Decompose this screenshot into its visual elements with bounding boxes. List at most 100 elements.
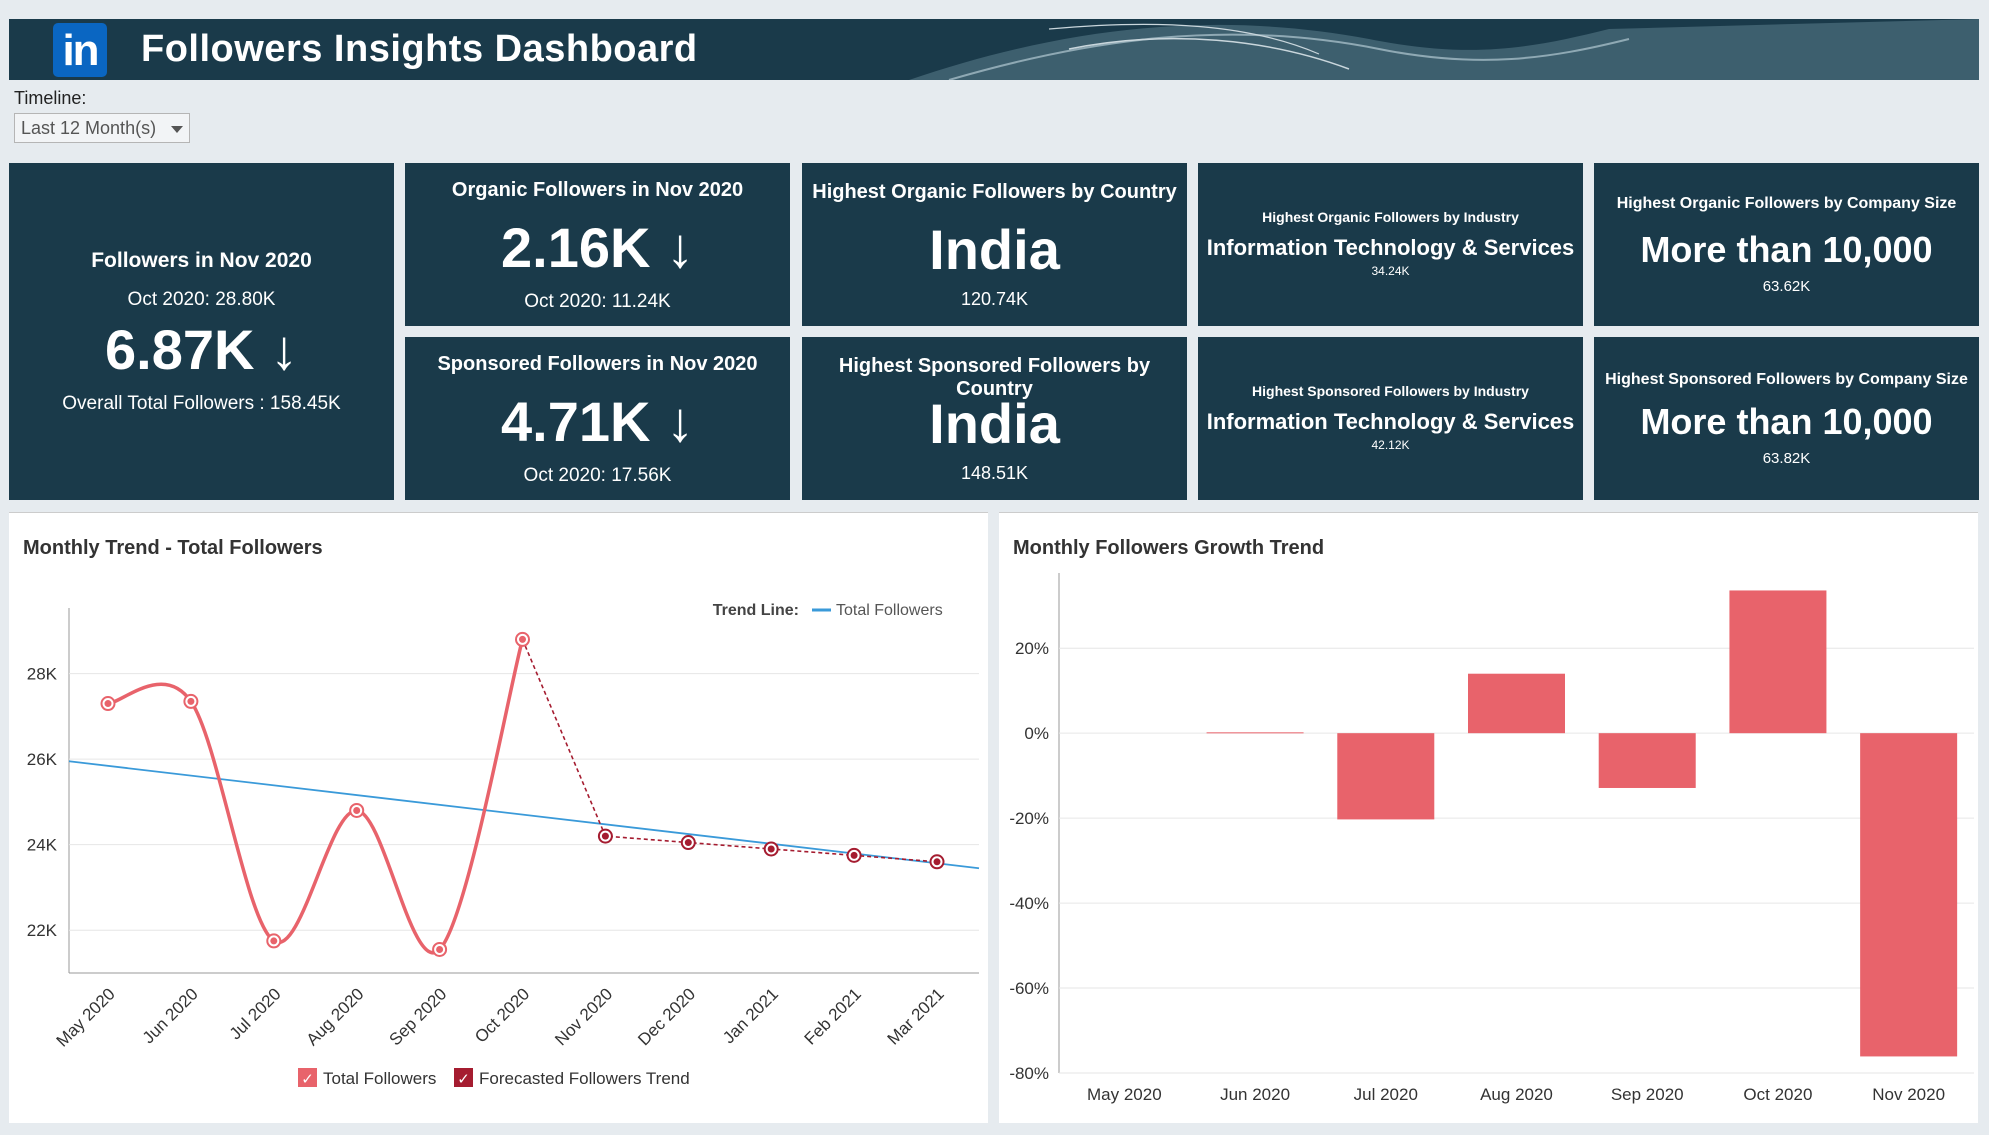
linkedin-logo-icon: in: [53, 23, 107, 77]
x-tick-label: Jul 2020: [1354, 1085, 1418, 1104]
y-tick-label: 0%: [1024, 724, 1049, 743]
growth-bar[interactable]: [1598, 733, 1696, 788]
x-tick-label: Jul 2020: [226, 984, 285, 1043]
kpi-value: More than 10,000: [1640, 229, 1933, 270]
header-wave-decoration: [909, 19, 1979, 80]
kpi-title: Highest Sponsored Followers by Industry: [1252, 383, 1529, 399]
kpi-title: Highest Sponsored Followers by Company S…: [1605, 371, 1968, 388]
kpi-sponsored-followers: Sponsored Followers in Nov 2020 4.71K ↓ …: [405, 337, 790, 500]
kpi-title: Organic Followers in Nov 2020: [451, 179, 744, 201]
total-followers-point[interactable]: [266, 933, 282, 949]
timeline-label: Timeline:: [14, 88, 87, 108]
kpi-previous: Oct 2020: 11.24K: [524, 291, 671, 312]
x-tick-label: Jun 2020: [139, 984, 202, 1047]
forecast-checkbox[interactable]: [454, 1068, 473, 1087]
timeline-dropdown[interactable]: Last 12 Month(s): [14, 113, 190, 143]
kpi-value: Information Technology & Services: [1206, 235, 1575, 260]
page-title: Followers Insights Dashboard: [141, 28, 698, 70]
growth-bar[interactable]: [1860, 733, 1958, 1057]
y-tick-label: 22K: [27, 921, 58, 940]
forecast-point[interactable]: [763, 841, 779, 857]
forecast-point[interactable]: [846, 847, 862, 863]
x-tick-label: Dec 2020: [634, 984, 699, 1049]
kpi-organic-followers: Organic Followers in Nov 2020 2.16K ↓ Oc…: [405, 163, 790, 326]
x-tick-label: Mar 2021: [884, 984, 948, 1048]
y-tick-label: -60%: [1009, 979, 1049, 998]
x-tick-label: Jun 2020: [1220, 1085, 1290, 1104]
y-tick-label: 20%: [1015, 639, 1049, 658]
x-tick-label: Oct 2020: [1743, 1085, 1812, 1104]
forecast-point[interactable]: [929, 854, 945, 870]
kpi-title: Highest Organic Followers by Country: [812, 181, 1177, 203]
kpi-sponsored-country: Highest Sponsored Followers by Country I…: [802, 337, 1187, 500]
trend-line-legend: Trend Line: Total Followers: [713, 602, 943, 619]
trend-line: [68, 760, 980, 870]
growth-chart-panel: Monthly Followers Growth Trend -80% -60% -…: [999, 512, 1978, 1123]
y-tick-label: -80%: [1009, 1064, 1049, 1083]
x-tick-label: Nov 2020: [1872, 1085, 1945, 1104]
growth-bar[interactable]: [1337, 733, 1435, 820]
kpi-organic-industry: Highest Organic Followers by Industry In…: [1198, 163, 1583, 326]
kpi-sub: 42.12K: [1371, 438, 1410, 452]
total-followers-point[interactable]: [100, 696, 116, 712]
kpi-organic-company-size: Highest Organic Followers by Company Siz…: [1594, 163, 1979, 326]
kpi-sponsored-company-size: Highest Sponsored Followers by Company S…: [1594, 337, 1979, 500]
legend-total-followers: Total Followers: [323, 1069, 436, 1088]
kpi-value: More than 10,000: [1640, 401, 1933, 442]
chevron-down-icon: [171, 126, 183, 133]
kpi-value: 4.71K ↓: [405, 389, 790, 454]
y-tick-label: -40%: [1009, 894, 1049, 913]
total-followers-point[interactable]: [183, 693, 199, 709]
total-followers-point[interactable]: [515, 631, 530, 647]
kpi-sub: 148.51K: [960, 463, 1029, 483]
kpi-value-text: 6.87K: [105, 318, 255, 381]
kpi-sub: 63.62K: [1762, 278, 1811, 295]
kpi-value: 2.16K ↓: [405, 215, 790, 280]
kpi-value: Information Technology & Services: [1206, 409, 1575, 434]
y-tick-label: 28K: [27, 665, 58, 684]
arrow-down-icon: ↓: [270, 318, 298, 381]
kpi-value: India: [929, 218, 1060, 281]
growth-bar-chart: -80% -60% -40% -20% 0% 20% May 2020 Jun 2020 Ju…: [1009, 573, 1974, 1104]
total-followers-point[interactable]: [349, 802, 365, 818]
growth-bar[interactable]: [1468, 673, 1565, 734]
kpi-overall: Overall Total Followers : 158.45K: [62, 393, 341, 414]
trend-chart-title: Monthly Trend - Total Followers: [23, 537, 323, 559]
check-icon: ✓: [301, 1071, 314, 1088]
x-tick-label: Oct 2020: [471, 984, 533, 1046]
chart-legend: ✓ Total Followers ✓ Forecasted Followers…: [298, 1068, 690, 1088]
growth-bar[interactable]: [1206, 732, 1304, 734]
trend-line-series-label: Total Followers: [836, 602, 943, 619]
total-followers-line: [107, 638, 525, 955]
kpi-organic-country: Highest Organic Followers by Country Ind…: [802, 163, 1187, 326]
kpi-value-text: 2.16K: [501, 216, 651, 279]
growth-chart-title: Monthly Followers Growth Trend: [1013, 537, 1325, 559]
kpi-title: Sponsored Followers in Nov 2020: [437, 353, 758, 375]
kpi-title: Followers in Nov 2020: [91, 249, 312, 272]
dashboard-header: in Followers Insights Dashboard: [9, 19, 1979, 80]
x-tick-label: May 2020: [1087, 1085, 1162, 1104]
trend-line-chart: Trend Line: Total Followers 22K 24K 26K 28K…: [27, 602, 980, 1088]
timeline-selected-value: Last 12 Month(s): [21, 118, 157, 138]
x-tick-label: Nov 2020: [551, 984, 616, 1049]
forecast-line: [521, 639, 938, 863]
kpi-value: India: [929, 392, 1060, 455]
y-tick-label: 24K: [27, 836, 58, 855]
kpi-value-text: 4.71K: [501, 390, 651, 453]
x-tick-label: Jan 2021: [719, 984, 782, 1047]
x-tick-label: Aug 2020: [1480, 1085, 1553, 1104]
x-tick-label: Aug 2020: [303, 984, 368, 1049]
forecast-point[interactable]: [597, 828, 613, 844]
x-tick-label: May 2020: [53, 984, 119, 1050]
arrow-down-icon: ↓: [666, 390, 694, 453]
kpi-title: Highest Organic Followers by Company Siz…: [1616, 195, 1957, 212]
x-tick-label: Sep 2020: [386, 984, 451, 1049]
growth-bar[interactable]: [1729, 590, 1827, 734]
y-tick-label: 26K: [27, 750, 58, 769]
kpi-sub: 120.74K: [960, 289, 1029, 309]
total-followers-point[interactable]: [432, 941, 448, 957]
trend-chart-panel: Monthly Trend - Total Followers Trend Li…: [9, 512, 988, 1123]
forecast-point[interactable]: [680, 835, 696, 851]
total-followers-checkbox[interactable]: [298, 1068, 317, 1087]
kpi-title: Highest Organic Followers by Industry: [1262, 209, 1519, 225]
